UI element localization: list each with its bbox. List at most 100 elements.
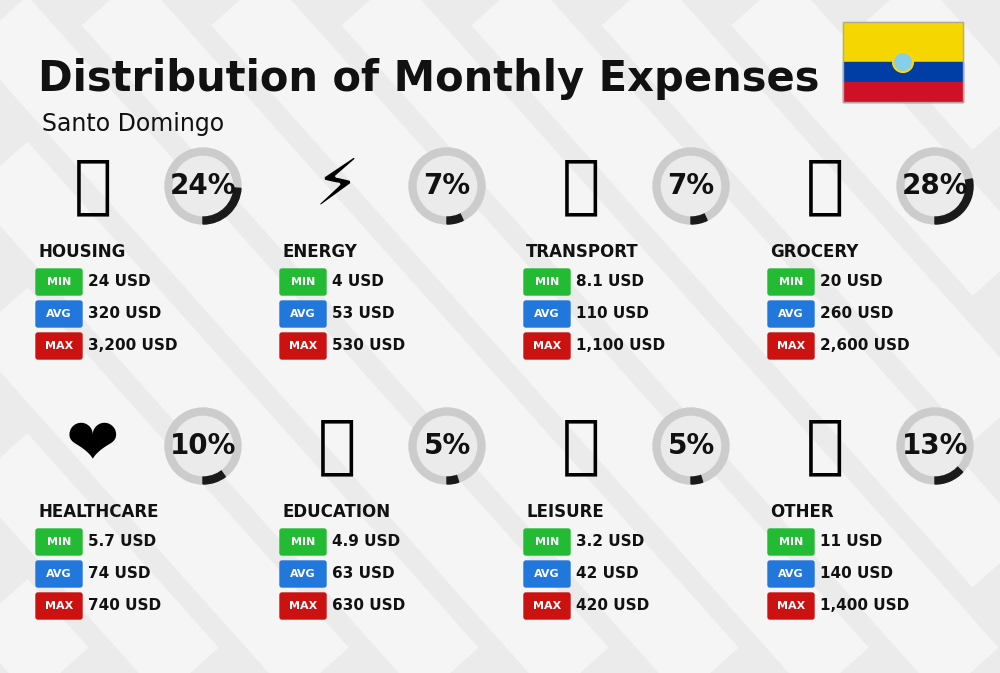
Wedge shape (653, 408, 729, 484)
Wedge shape (203, 470, 225, 484)
Wedge shape (409, 148, 485, 224)
Circle shape (893, 52, 913, 72)
Text: AVG: AVG (778, 309, 804, 319)
Text: MAX: MAX (533, 341, 561, 351)
Text: EDUCATION: EDUCATION (282, 503, 390, 521)
Text: 530 USD: 530 USD (332, 339, 405, 353)
Text: 13%: 13% (902, 432, 968, 460)
Text: 1,100 USD: 1,100 USD (576, 339, 665, 353)
Text: AVG: AVG (46, 569, 72, 579)
FancyBboxPatch shape (280, 333, 326, 359)
Text: TRANSPORT: TRANSPORT (526, 243, 639, 261)
Text: 420 USD: 420 USD (576, 598, 649, 614)
FancyBboxPatch shape (524, 529, 570, 555)
Text: 63 USD: 63 USD (332, 567, 395, 581)
Bar (843, 22, 963, 102)
Text: AVG: AVG (778, 569, 804, 579)
Text: 110 USD: 110 USD (576, 306, 649, 322)
Bar (843, 82, 963, 102)
Text: HEALTHCARE: HEALTHCARE (38, 503, 158, 521)
Text: Santo Domingo: Santo Domingo (42, 112, 224, 136)
Text: 🛒: 🛒 (806, 155, 844, 217)
Text: 320 USD: 320 USD (88, 306, 161, 322)
FancyBboxPatch shape (524, 333, 570, 359)
FancyBboxPatch shape (36, 529, 82, 555)
Text: 42 USD: 42 USD (576, 567, 639, 581)
Circle shape (661, 417, 721, 476)
Text: 28%: 28% (902, 172, 968, 200)
Text: HOUSING: HOUSING (38, 243, 125, 261)
Text: 11 USD: 11 USD (820, 534, 882, 549)
Text: AVG: AVG (290, 569, 316, 579)
FancyBboxPatch shape (280, 269, 326, 295)
Circle shape (905, 417, 965, 476)
FancyBboxPatch shape (280, 529, 326, 555)
FancyBboxPatch shape (36, 561, 82, 587)
Text: 💰: 💰 (806, 415, 844, 477)
Text: 260 USD: 260 USD (820, 306, 893, 322)
Text: MIN: MIN (779, 277, 803, 287)
Text: LEISURE: LEISURE (526, 503, 604, 521)
Text: 🏗: 🏗 (74, 155, 112, 217)
Wedge shape (897, 408, 973, 484)
Circle shape (905, 156, 965, 215)
Wedge shape (897, 148, 973, 224)
Wedge shape (691, 213, 707, 224)
Wedge shape (935, 466, 963, 484)
Text: 20 USD: 20 USD (820, 275, 883, 289)
Wedge shape (447, 474, 459, 484)
Text: OTHER: OTHER (770, 503, 834, 521)
Text: MAX: MAX (45, 601, 73, 611)
Text: 5%: 5% (667, 432, 715, 460)
Text: ❤️: ❤️ (66, 415, 120, 477)
Text: 7%: 7% (423, 172, 471, 200)
FancyBboxPatch shape (524, 269, 570, 295)
Text: MIN: MIN (291, 277, 315, 287)
Circle shape (417, 417, 477, 476)
Text: 4.9 USD: 4.9 USD (332, 534, 400, 549)
Text: AVG: AVG (534, 569, 560, 579)
Text: 🎓: 🎓 (318, 415, 356, 477)
FancyBboxPatch shape (768, 593, 814, 619)
Text: MIN: MIN (779, 537, 803, 547)
Text: 5.7 USD: 5.7 USD (88, 534, 156, 549)
Text: 53 USD: 53 USD (332, 306, 394, 322)
Text: MAX: MAX (45, 341, 73, 351)
Circle shape (417, 156, 477, 215)
FancyBboxPatch shape (768, 301, 814, 327)
Text: MAX: MAX (777, 341, 805, 351)
Wedge shape (691, 474, 703, 484)
FancyBboxPatch shape (36, 593, 82, 619)
Text: Distribution of Monthly Expenses: Distribution of Monthly Expenses (38, 58, 820, 100)
Text: ⚡: ⚡ (315, 155, 359, 217)
Text: AVG: AVG (290, 309, 316, 319)
Wedge shape (409, 408, 485, 484)
Text: MIN: MIN (47, 537, 71, 547)
Text: ENERGY: ENERGY (282, 243, 357, 261)
FancyBboxPatch shape (280, 561, 326, 587)
Circle shape (661, 156, 721, 215)
Text: 8.1 USD: 8.1 USD (576, 275, 644, 289)
Text: 7%: 7% (667, 172, 715, 200)
Text: 🛍: 🛍 (562, 415, 600, 477)
Wedge shape (203, 188, 241, 224)
Wedge shape (653, 148, 729, 224)
Wedge shape (165, 148, 241, 224)
Text: MAX: MAX (777, 601, 805, 611)
Text: MAX: MAX (289, 341, 317, 351)
Text: MIN: MIN (535, 277, 559, 287)
FancyBboxPatch shape (768, 529, 814, 555)
Text: 24%: 24% (170, 172, 236, 200)
Text: 10%: 10% (170, 432, 236, 460)
Wedge shape (165, 408, 241, 484)
FancyBboxPatch shape (280, 593, 326, 619)
Text: 1,400 USD: 1,400 USD (820, 598, 909, 614)
FancyBboxPatch shape (768, 561, 814, 587)
FancyBboxPatch shape (524, 561, 570, 587)
Bar (843, 62, 963, 82)
Text: MAX: MAX (533, 601, 561, 611)
FancyBboxPatch shape (36, 301, 82, 327)
Wedge shape (935, 179, 973, 224)
Text: 74 USD: 74 USD (88, 567, 150, 581)
Text: 🚌: 🚌 (562, 155, 600, 217)
